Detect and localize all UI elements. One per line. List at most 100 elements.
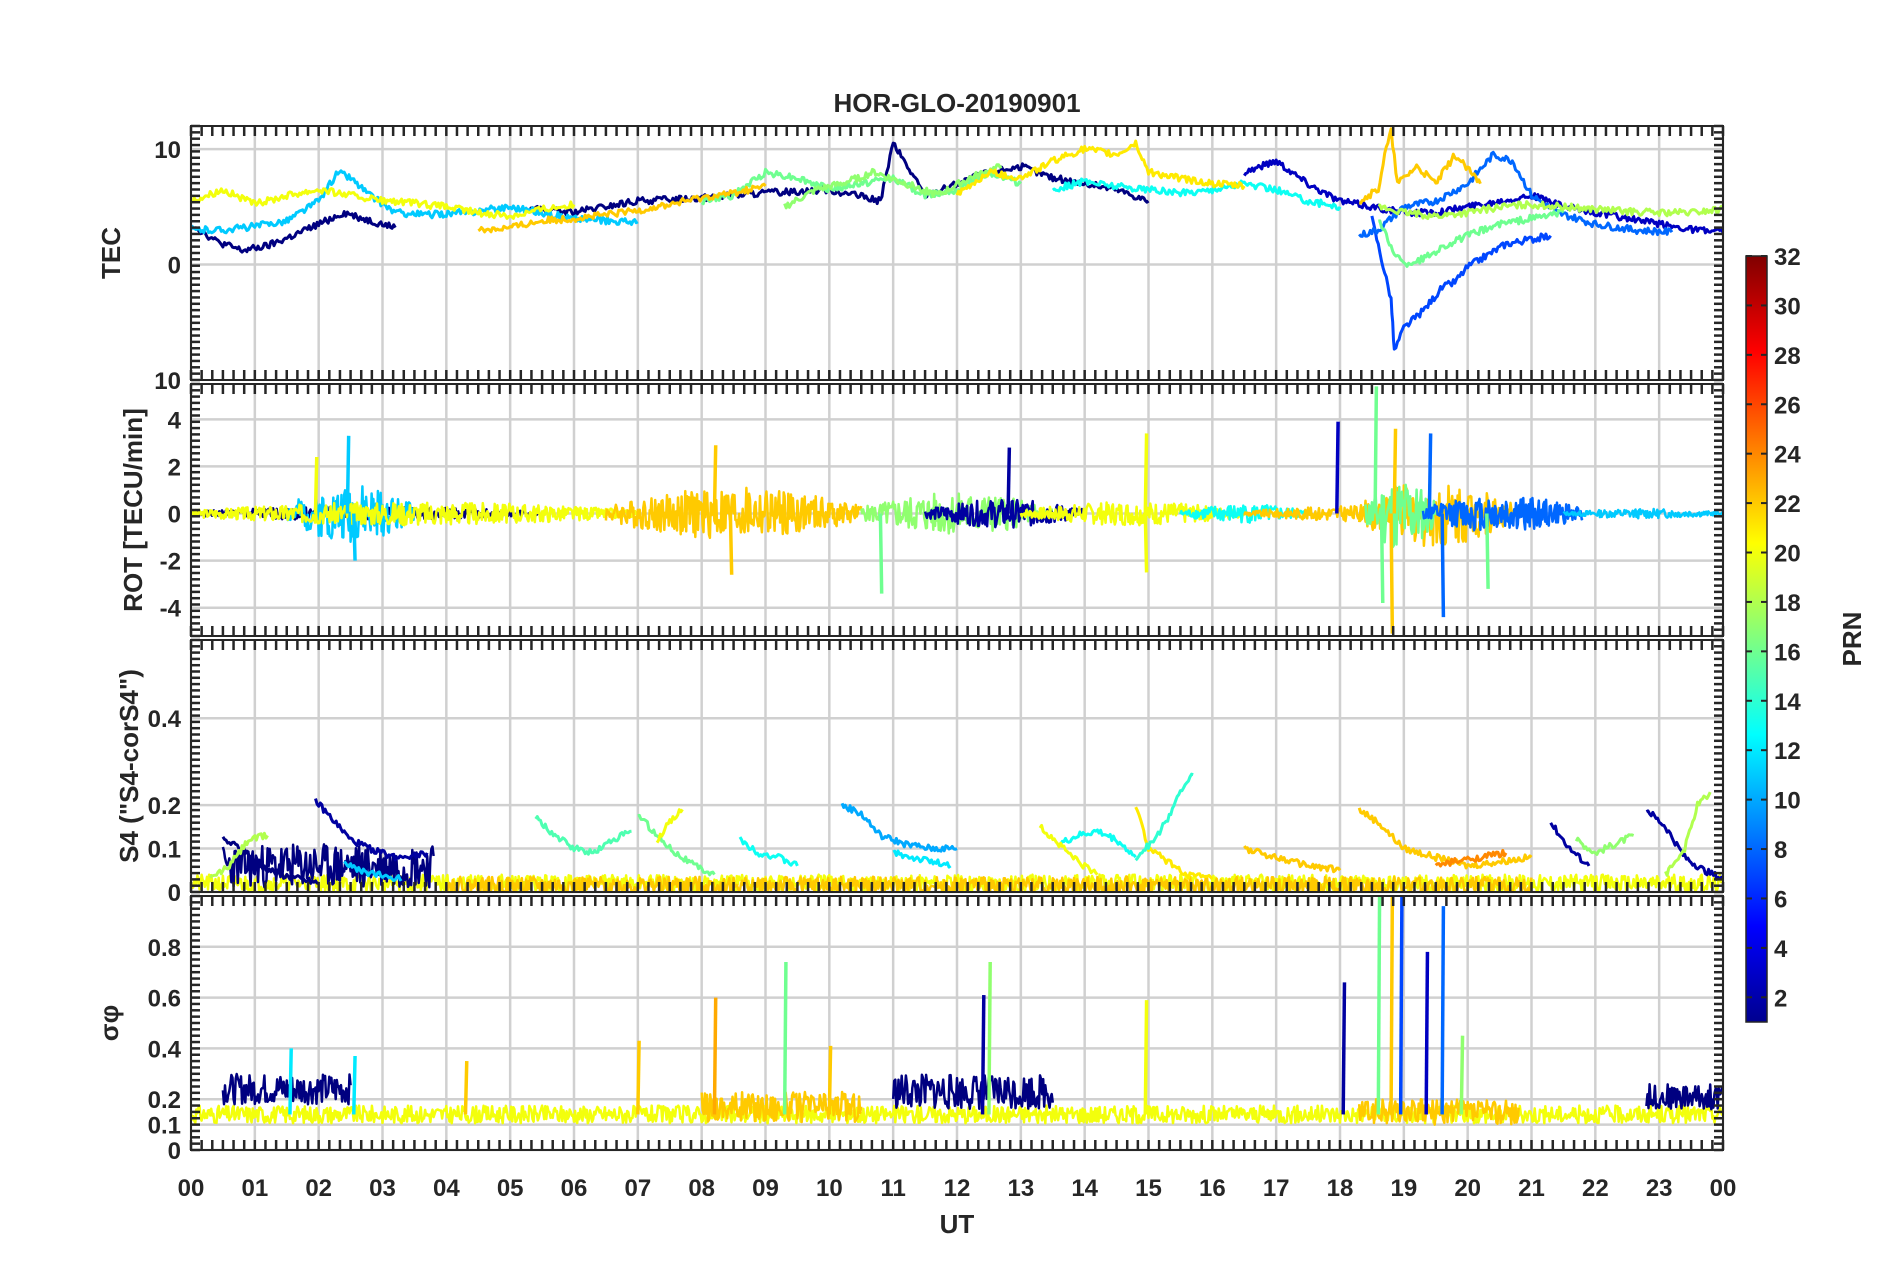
s4-series-prn20-11 (1038, 823, 1099, 876)
sigma-baseline-prn1-2 (891, 1072, 1055, 1111)
s4-series-prn18-2 (208, 831, 269, 879)
colorbar-tick-label: 14 (1774, 689, 1801, 716)
rot-spike-prn22-4 (728, 513, 734, 575)
x-tick-label: 17 (1263, 1175, 1290, 1202)
colorbar-tick-label: 26 (1774, 392, 1801, 419)
s4-series-prn13-7 (738, 836, 799, 867)
colorbar-tick-label: 28 (1774, 343, 1801, 370)
s4-series-prn13-10 (1059, 828, 1137, 859)
rot-y-axis-label: ROT [TECU/min] (118, 408, 148, 612)
rot-ytick-label: -4 (160, 596, 182, 623)
s4-series-prn18-20 (1664, 791, 1712, 877)
x-tick-label: 15 (1135, 1175, 1162, 1202)
rot-burst-prn22-3 (604, 486, 863, 540)
tec-series-prn1-1 (527, 141, 1150, 217)
colorbar-label: PRN (1837, 612, 1867, 667)
s4-series-prn22-14 (1243, 845, 1342, 874)
x-tick-label: 22 (1582, 1175, 1609, 1202)
tec-ytick-label: 10 (154, 137, 181, 164)
s4-series-prn22-15 (1357, 807, 1533, 870)
sigma-ytick-label: 0.2 (148, 1087, 181, 1114)
colorbar-tick-label: 12 (1774, 738, 1801, 765)
sigma-spike-prn22-6 (827, 1045, 833, 1115)
rot-ytick-label: 0 (168, 502, 181, 529)
x-tick-label: 19 (1390, 1175, 1417, 1202)
rot-spike-prn8-15 (1427, 433, 1433, 514)
tec-tick-marks (189, 124, 1725, 382)
sigma-spike-prn3-14 (1424, 951, 1430, 1115)
sigma-ytick-label: 0 (168, 1138, 181, 1165)
rot-spike-prn20-7 (1143, 433, 1149, 514)
rot-spike-prn22-12 (1389, 513, 1395, 634)
sigma-spike-prn2-7 (980, 995, 986, 1115)
sigma-baseline-prn22-4 (700, 1090, 863, 1124)
x-tick-label: 01 (241, 1175, 268, 1202)
tec-ytick-label-bottom: 10 (154, 368, 181, 395)
tec-data (191, 127, 1723, 351)
x-tick-label: 18 (1327, 1175, 1354, 1202)
rot-spike-prn16-10 (1373, 386, 1379, 514)
colorbar-tick-label: 18 (1774, 590, 1801, 617)
tec-ytick-label: 0 (168, 253, 181, 280)
s4-series-prn17-18 (1574, 833, 1635, 856)
x-tick-label: 06 (561, 1175, 588, 1202)
x-tick-label: 10 (816, 1175, 843, 1202)
s4-series-prn14-13 (1134, 772, 1194, 862)
sigma-ytick-label: 0.8 (148, 935, 181, 962)
x-tick-label: 00 (1710, 1175, 1737, 1202)
sigma-spike-prn20-9 (1143, 1000, 1149, 1115)
rot-burst-prn20-2 (191, 501, 639, 527)
colorbar-tick-label: 8 (1774, 837, 1787, 864)
rot-spike-prn20-8 (1143, 513, 1149, 573)
s4-series-prn2-1 (314, 798, 429, 862)
tec-series-prn1-0 (191, 210, 397, 254)
tec-y-axis-label: TEC (96, 227, 126, 279)
rot-spike-prn3-9 (1335, 421, 1340, 514)
rot-burst-prn16-10 (1364, 483, 1438, 549)
rot-spike-prn22-13 (1392, 428, 1398, 514)
colorbar-tick-label: 10 (1774, 788, 1801, 815)
sigma-baseline-prn20-0 (191, 1104, 1723, 1125)
x-tick-label: 07 (624, 1175, 651, 1202)
rot-spike-prn22-3 (712, 445, 718, 514)
tec-grid (189, 126, 1725, 380)
x-tick-label: 09 (752, 1175, 779, 1202)
colorbar-tick-label: 16 (1774, 639, 1801, 666)
rot-tick-marks (189, 382, 1725, 638)
x-tick-label: 08 (688, 1175, 715, 1202)
tec-series-prn22-13 (477, 182, 767, 234)
tec-series-prn7-3 (1370, 215, 1552, 351)
s4-series-prn20-6 (655, 808, 684, 844)
x-tick-label: 12 (944, 1175, 971, 1202)
rot-spike-prn16-5 (878, 513, 884, 594)
s4-tick-marks (189, 638, 1725, 894)
sigma-y-axis-label: σφ (94, 1005, 124, 1041)
s4-ytick-label: 0.4 (148, 706, 182, 733)
colorbar-gradient (1745, 255, 1768, 1023)
rot-spike-prn16-11 (1379, 513, 1385, 604)
colorbar-tick-label: 22 (1774, 491, 1801, 518)
s4-series-prn16-5 (637, 813, 716, 877)
x-tick-labels: 00 01 02 03 04 05 06 07 08 09 10 11 12 13 14 15 16 17 18 19… (178, 1175, 1737, 1202)
sigma-spike-prn22-2 (463, 1061, 469, 1115)
s4-series-prn1-0 (221, 835, 319, 885)
s4-series-prn12-9 (892, 849, 952, 869)
x-tick-label: 04 (433, 1175, 460, 1202)
x-tick-label: 13 (1007, 1175, 1034, 1202)
tec-series-prn20-11 (191, 187, 576, 220)
x-tick-label: 14 (1071, 1175, 1098, 1202)
sigma-data (191, 896, 1723, 1126)
x-tick-label: 00 (178, 1175, 205, 1202)
s4-series-prn24-16 (1434, 848, 1508, 868)
colorbar-tick-label: 24 (1774, 442, 1801, 469)
x-tick-label: 05 (497, 1175, 524, 1202)
tec-series-prn18-10 (1377, 200, 1723, 220)
x-tick-label: 16 (1199, 1175, 1226, 1202)
rot-ytick-label: 4 (168, 407, 182, 434)
rot-spike-prn8-14 (1440, 513, 1446, 618)
x-tick-label: 21 (1518, 1175, 1545, 1202)
x-tick-label: 03 (369, 1175, 396, 1202)
